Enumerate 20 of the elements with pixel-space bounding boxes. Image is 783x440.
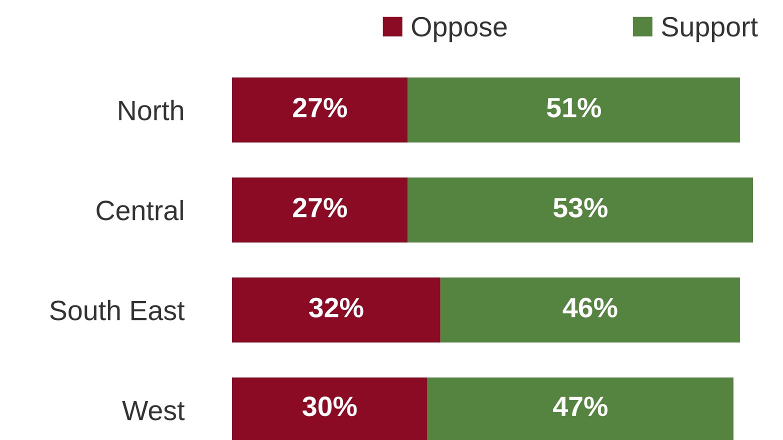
data-label: 51% <box>546 98 601 118</box>
data-label: 27% <box>293 98 347 118</box>
data-label: 30% <box>302 396 357 416</box>
bar <box>440 278 740 342</box>
data-label: 46% <box>562 298 618 318</box>
legend-label: Oppose <box>412 16 507 42</box>
data-label: 47% <box>553 396 608 416</box>
legend-label: Support <box>662 16 758 42</box>
bar <box>232 278 440 342</box>
data-label: 32% <box>309 298 364 318</box>
bar <box>232 178 408 242</box>
y-tick-label: West <box>122 400 185 420</box>
bar <box>408 178 753 242</box>
y-tick-label: Central <box>96 200 183 220</box>
y-tick-label: North <box>119 100 183 120</box>
y-tick-label: South East <box>50 300 185 320</box>
data-label: 53% <box>553 198 608 218</box>
bar <box>232 78 408 142</box>
bar <box>408 78 740 142</box>
data-label: 27% <box>293 198 347 218</box>
